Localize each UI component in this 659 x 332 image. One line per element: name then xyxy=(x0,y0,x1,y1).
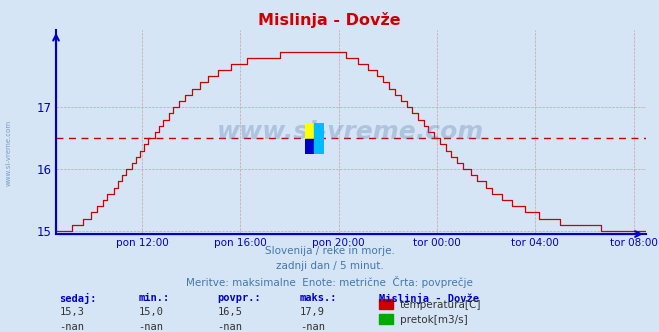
Bar xyxy=(305,139,314,154)
Bar xyxy=(314,123,324,139)
Text: -nan: -nan xyxy=(217,322,243,332)
Text: Mislinja - Dovže: Mislinja - Dovže xyxy=(258,12,401,28)
Text: min.:: min.: xyxy=(138,293,169,303)
Text: Mislinja - Dovže: Mislinja - Dovže xyxy=(379,293,479,304)
Text: 17,9: 17,9 xyxy=(300,307,325,317)
Text: -nan: -nan xyxy=(59,322,84,332)
Text: maks.:: maks.: xyxy=(300,293,337,303)
Bar xyxy=(305,123,314,139)
Text: Meritve: maksimalne  Enote: metrične  Črta: povprečje: Meritve: maksimalne Enote: metrične Črta… xyxy=(186,276,473,288)
Text: 15,3: 15,3 xyxy=(59,307,84,317)
Bar xyxy=(314,139,324,154)
Text: -nan: -nan xyxy=(300,322,325,332)
Text: www.si-vreme.com: www.si-vreme.com xyxy=(5,120,12,186)
Text: Slovenija / reke in morje.: Slovenija / reke in morje. xyxy=(264,246,395,256)
Bar xyxy=(379,299,393,309)
Text: www.si-vreme.com: www.si-vreme.com xyxy=(217,120,484,144)
Text: temperatura[C]: temperatura[C] xyxy=(400,300,482,310)
Text: zadnji dan / 5 minut.: zadnji dan / 5 minut. xyxy=(275,261,384,271)
Text: povpr.:: povpr.: xyxy=(217,293,261,303)
Text: 16,5: 16,5 xyxy=(217,307,243,317)
Text: 15,0: 15,0 xyxy=(138,307,163,317)
Text: sedaj:: sedaj: xyxy=(59,293,97,304)
Text: pretok[m3/s]: pretok[m3/s] xyxy=(400,315,468,325)
Text: -nan: -nan xyxy=(138,322,163,332)
Bar xyxy=(379,314,393,324)
